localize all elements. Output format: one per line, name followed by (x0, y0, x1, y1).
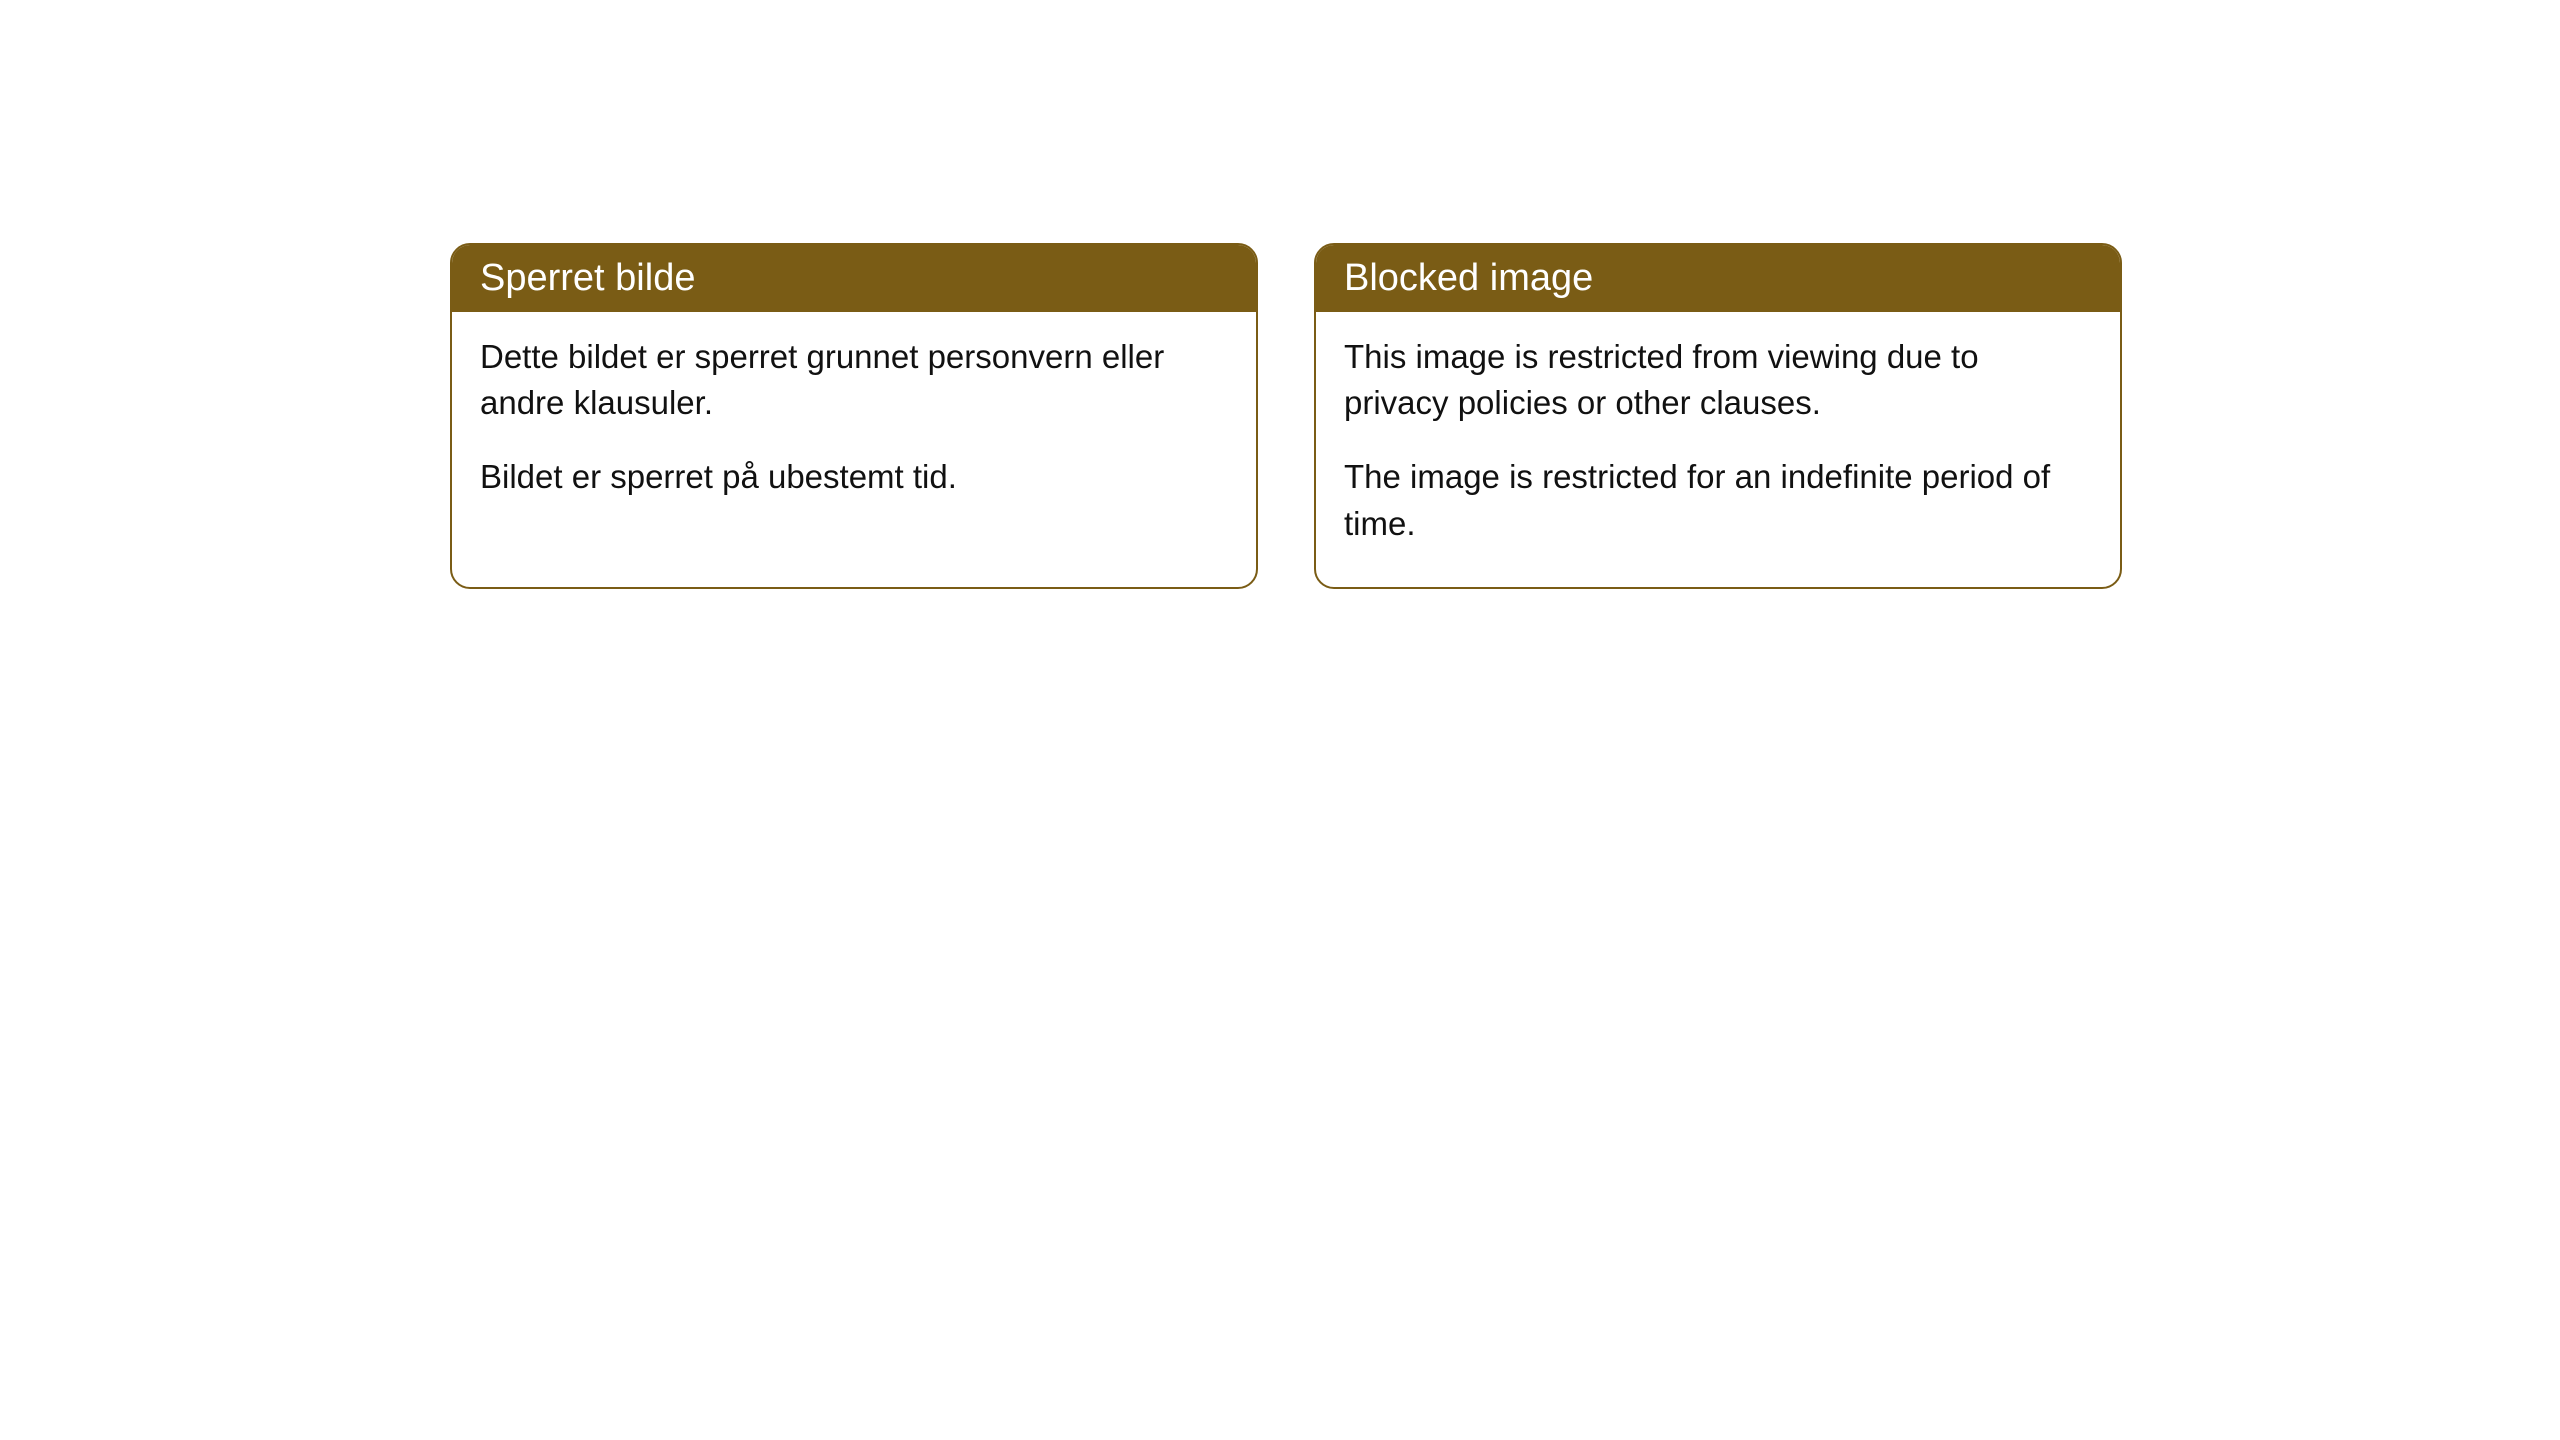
card-body-english: This image is restricted from viewing du… (1316, 312, 2120, 587)
card-paragraph: Bildet er sperret på ubestemt tid. (480, 454, 1228, 500)
card-paragraph: This image is restricted from viewing du… (1344, 334, 2092, 426)
card-paragraph: Dette bildet er sperret grunnet personve… (480, 334, 1228, 426)
card-english: Blocked image This image is restricted f… (1314, 243, 2122, 589)
card-container: Sperret bilde Dette bildet er sperret gr… (450, 243, 2122, 589)
card-paragraph: The image is restricted for an indefinit… (1344, 454, 2092, 546)
card-title-norwegian: Sperret bilde (452, 245, 1256, 312)
card-norwegian: Sperret bilde Dette bildet er sperret gr… (450, 243, 1258, 589)
card-body-norwegian: Dette bildet er sperret grunnet personve… (452, 312, 1256, 541)
card-title-english: Blocked image (1316, 245, 2120, 312)
